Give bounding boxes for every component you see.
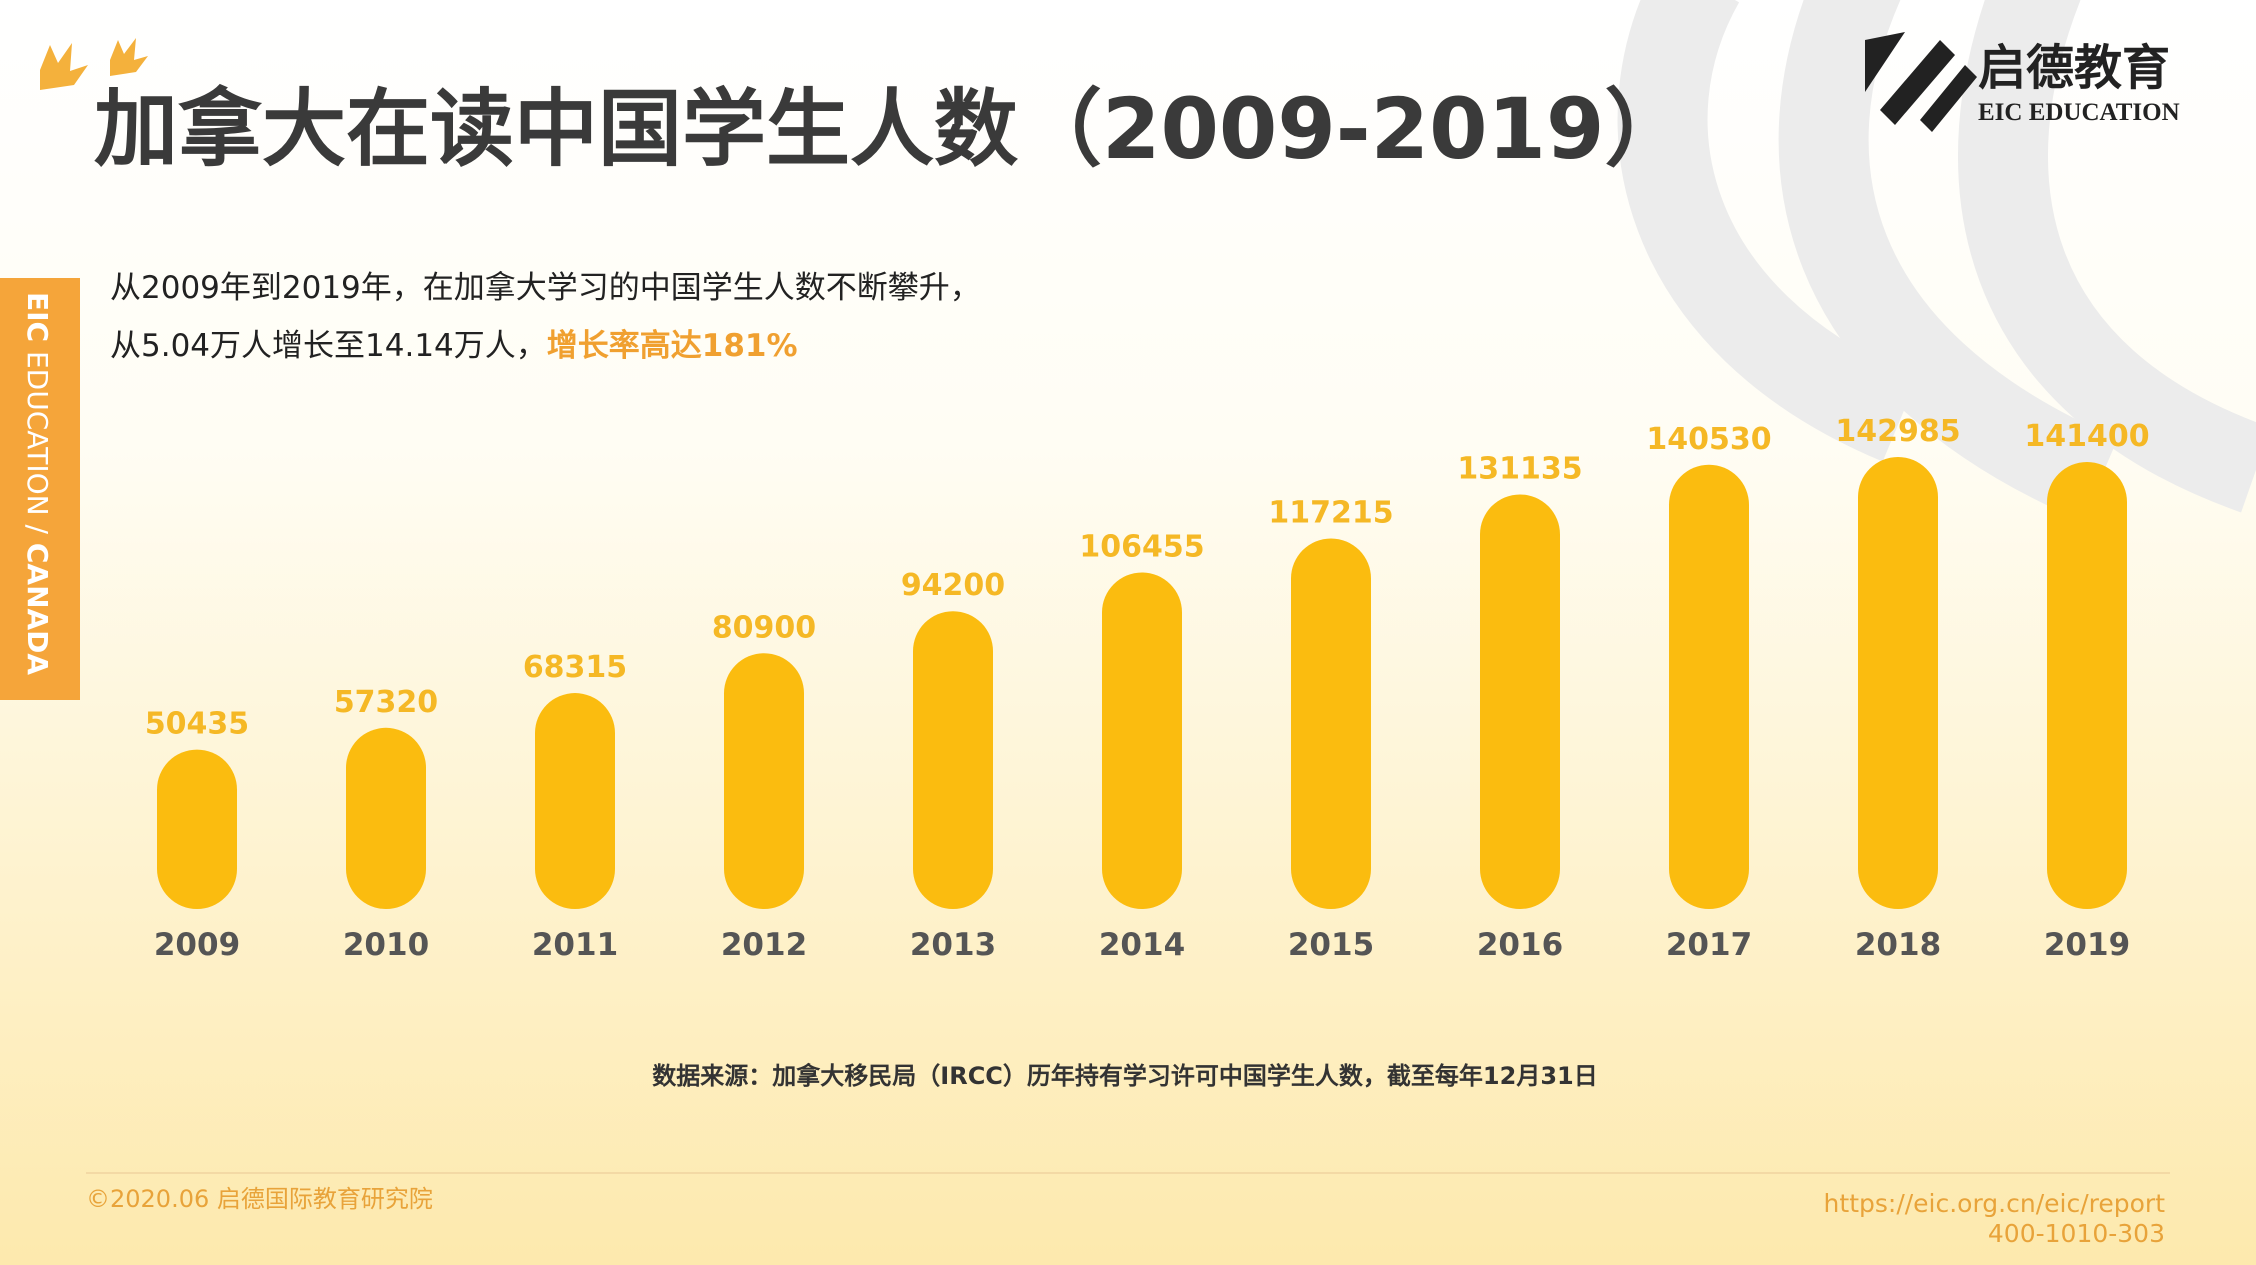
bar bbox=[1480, 494, 1560, 909]
side-label-part: EIC bbox=[21, 292, 54, 342]
footer-phone: 400-1010-303 bbox=[1988, 1219, 2165, 1248]
intro-line: 从5.04万人增长至14.14万人，增长率高达181% bbox=[110, 328, 798, 364]
side-tab bbox=[0, 278, 80, 700]
intro-text: 从5.04万人增长至14.14万人， bbox=[110, 328, 547, 364]
side-label-part: EDUCATION / bbox=[21, 342, 54, 543]
x-tick-label: 2014 bbox=[1099, 927, 1185, 963]
value-label: 142985 bbox=[1835, 414, 1960, 449]
value-label: 140530 bbox=[1646, 422, 1771, 457]
maple-leaves bbox=[40, 38, 148, 90]
x-tick-label: 2016 bbox=[1477, 927, 1563, 963]
bar bbox=[1291, 538, 1371, 909]
x-tick-label: 2010 bbox=[343, 927, 429, 963]
value-label: 141400 bbox=[2024, 419, 2149, 454]
bar bbox=[913, 611, 993, 909]
value-label: 57320 bbox=[334, 685, 438, 720]
footer-copyright: ©2020.06 启德国际教育研究院 bbox=[86, 1185, 433, 1213]
value-label: 117215 bbox=[1268, 495, 1393, 530]
value-label: 50435 bbox=[145, 707, 249, 742]
x-tick-label: 2012 bbox=[721, 927, 807, 963]
logo-cn: 启德教育 bbox=[1978, 40, 2170, 96]
value-label: 94200 bbox=[901, 568, 1005, 603]
plot: 50435 2009 57320 2010 68315 2011 80900 2012 9420… bbox=[145, 414, 2150, 963]
x-tick-label: 2017 bbox=[1666, 927, 1752, 963]
intro-line: 从2009年到2019年，在加拿大学习的中国学生人数不断攀升， bbox=[110, 270, 981, 306]
x-tick-label: 2015 bbox=[1288, 927, 1374, 963]
logo: 启德教育 EIC EDUCATION bbox=[1865, 32, 2180, 132]
x-tick-label: 2013 bbox=[910, 927, 996, 963]
source: 数据来源：加拿大移民局（IRCC）历年持有学习许可中国学生人数，截至每年12月3… bbox=[652, 1062, 1597, 1090]
bar bbox=[1102, 572, 1182, 909]
side-label: EIC EDUCATION / CANADA bbox=[21, 292, 54, 675]
bar bbox=[346, 727, 426, 909]
logo-en: EIC EDUCATION bbox=[1978, 99, 2180, 126]
intro-highlight: 增长率高达181% bbox=[547, 328, 798, 364]
bar bbox=[535, 693, 615, 909]
value-label: 80900 bbox=[712, 610, 816, 645]
decor-arcs bbox=[1617, 0, 2256, 522]
title: 加拿大在读中国学生人数（2009-2019） bbox=[94, 80, 1688, 178]
footer-url: https://eic.org.cn/eic/report bbox=[1824, 1189, 2166, 1218]
bar bbox=[157, 749, 237, 909]
value-label: 131135 bbox=[1457, 451, 1582, 486]
bar bbox=[1858, 457, 1938, 909]
bar bbox=[2047, 462, 2127, 909]
bar bbox=[724, 653, 804, 909]
value-label: 68315 bbox=[523, 650, 627, 685]
side-label-part: CANADA bbox=[21, 543, 54, 676]
x-tick-label: 2019 bbox=[2044, 927, 2130, 963]
logo-icon bbox=[1865, 32, 1977, 132]
value-label: 106455 bbox=[1079, 529, 1204, 564]
bar bbox=[1669, 464, 1749, 909]
x-tick-label: 2009 bbox=[154, 927, 240, 963]
x-tick-label: 2011 bbox=[532, 927, 618, 963]
x-tick-label: 2018 bbox=[1855, 927, 1941, 963]
